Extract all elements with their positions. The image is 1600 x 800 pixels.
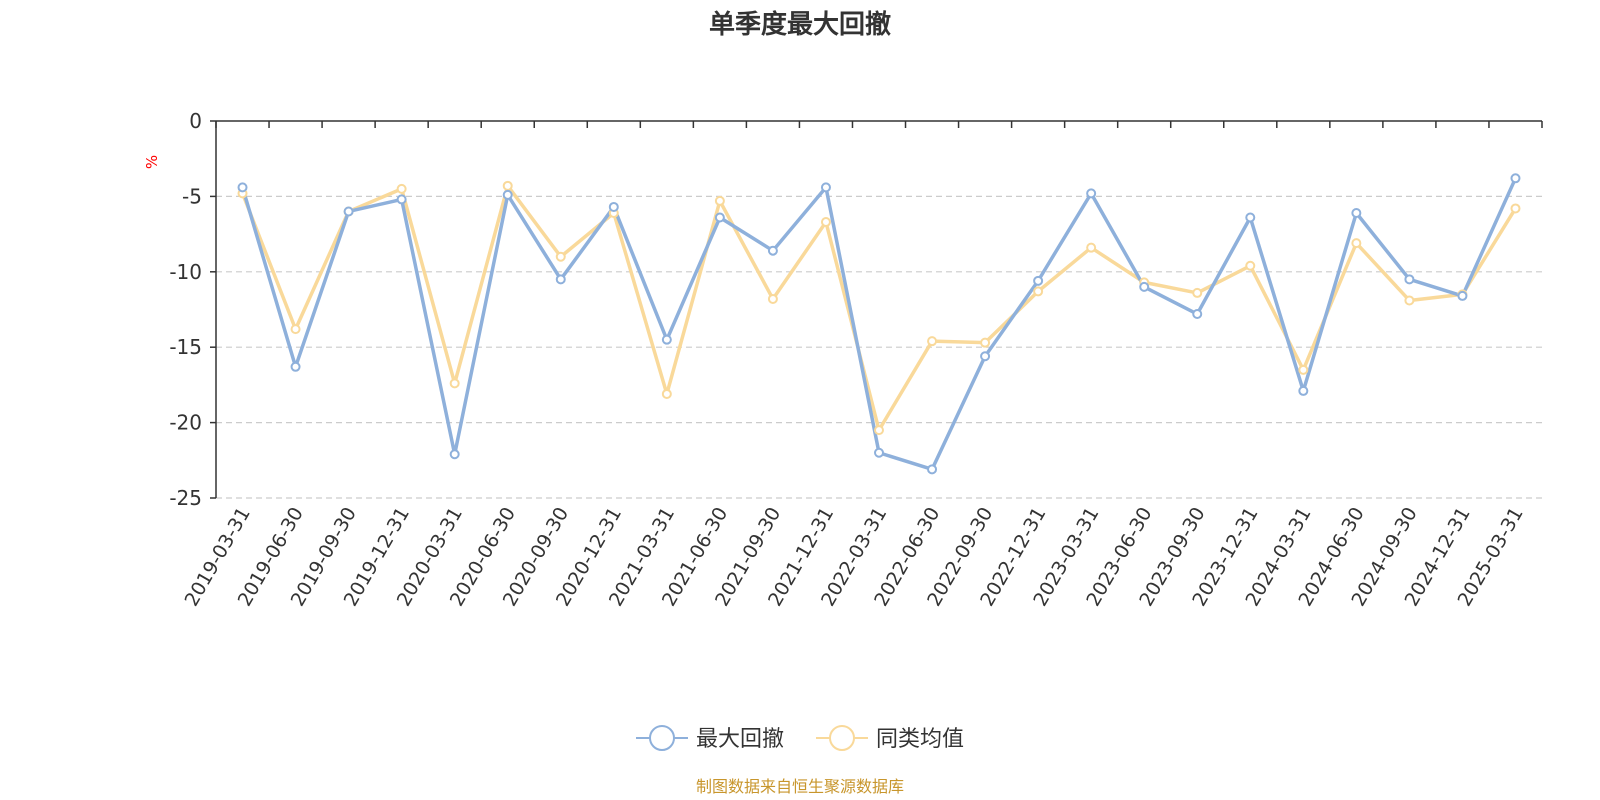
data-point [502,180,513,191]
y-tick-label: -25 [169,486,202,510]
data-point [1086,188,1097,199]
data-point [502,189,513,200]
series-lines [237,173,1521,475]
data-point [1033,286,1044,297]
data-point [1404,295,1415,306]
data-point [1033,275,1044,286]
data-point [820,182,831,193]
data-point [396,183,407,194]
data-point [1086,242,1097,253]
data-point [874,425,884,436]
data-point [1510,173,1521,184]
data-point [767,293,778,304]
legend-label: 同类均值 [876,727,964,752]
chart-title: 单季度最大回撤 [709,9,891,40]
data-point [290,324,301,335]
y-unit-label: % [143,155,161,169]
data-point [661,334,672,345]
data-point [661,388,672,399]
data-point [927,336,938,347]
data-point [608,201,619,212]
data-point [1245,260,1256,271]
y-tick-label: -15 [169,335,202,359]
y-tick-label: -10 [169,260,202,284]
data-point [1245,212,1256,223]
data-point [1351,207,1362,218]
data-point [1510,203,1521,214]
data-point [237,182,248,193]
data-point [1192,287,1203,298]
data-point [714,212,725,223]
series-line [240,184,1518,432]
data-point [290,361,301,372]
legend-marker [649,725,675,751]
axes: 0-5-10-15-20-252019-03-312019-06-302019-… [169,109,1543,610]
y-tick-label: 0 [189,109,202,133]
data-point [714,195,725,206]
data-point [555,251,566,262]
y-tick-label: -20 [169,411,202,435]
data-point [980,337,991,348]
data-point [1298,385,1309,396]
data-point [820,217,831,228]
data-point [980,351,991,362]
data-point [1298,364,1309,375]
data-point [874,447,884,458]
data-point [396,194,407,205]
data-point [1404,274,1415,285]
data-point [1457,290,1468,301]
y-tick-label: -5 [182,184,202,208]
data-point [767,245,778,256]
data-point [1192,309,1203,320]
legend-label: 最大回撤 [696,727,784,752]
source-note: 制图数据来自恒生聚源数据库 [696,777,904,796]
data-point [343,206,354,217]
legend: 最大回撤 同类均值 [636,725,964,752]
data-point [449,449,460,460]
legend-marker [829,725,855,751]
data-point [555,274,566,285]
grid-lines [216,195,1542,499]
data-point [449,378,460,389]
data-point [1139,281,1150,292]
data-point [927,464,938,475]
data-point [1351,238,1362,249]
